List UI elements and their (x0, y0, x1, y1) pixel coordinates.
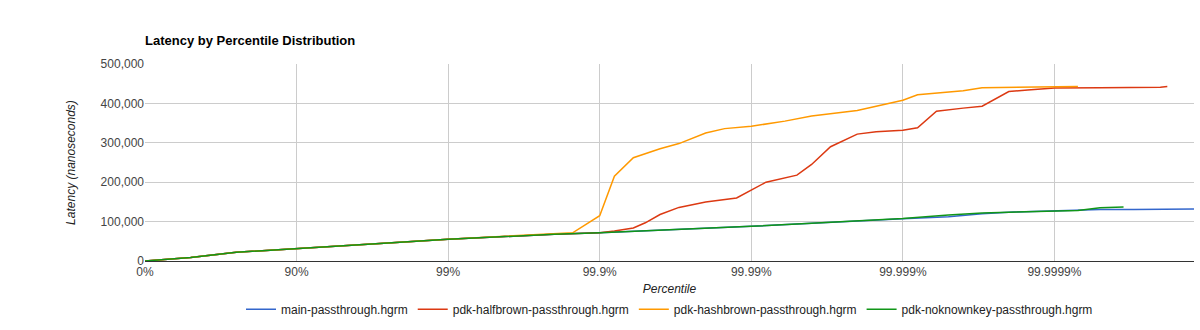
svg-text:90%: 90% (285, 265, 309, 279)
svg-text:main-passthrough.hgrm: main-passthrough.hgrm (281, 303, 408, 317)
svg-text:pdk-hashbrown-passthrough.hgrm: pdk-hashbrown-passthrough.hgrm (674, 303, 857, 317)
svg-text:200,000: 200,000 (101, 175, 145, 189)
svg-text:Latency (nanoseconds): Latency (nanoseconds) (64, 100, 78, 225)
svg-text:100,000: 100,000 (101, 215, 145, 229)
svg-text:Latency by Percentile Distribu: Latency by Percentile Distribution (145, 33, 355, 48)
svg-text:99.99%: 99.99% (731, 265, 772, 279)
svg-text:99%: 99% (436, 265, 460, 279)
svg-text:pdk-noknownkey-passthrough.hgr: pdk-noknownkey-passthrough.hgrm (902, 303, 1093, 317)
svg-text:400,000: 400,000 (101, 97, 145, 111)
svg-text:0%: 0% (136, 265, 154, 279)
svg-text:300,000: 300,000 (101, 136, 145, 150)
svg-text:99.9%: 99.9% (583, 265, 617, 279)
svg-text:500,000: 500,000 (101, 57, 145, 71)
svg-text:Percentile: Percentile (643, 282, 697, 296)
svg-text:0: 0 (137, 254, 144, 268)
svg-text:99.9999%: 99.9999% (1027, 265, 1081, 279)
svg-text:pdk-halfbrown-passthrough.hgrm: pdk-halfbrown-passthrough.hgrm (453, 303, 629, 317)
svg-text:99.999%: 99.999% (879, 265, 927, 279)
